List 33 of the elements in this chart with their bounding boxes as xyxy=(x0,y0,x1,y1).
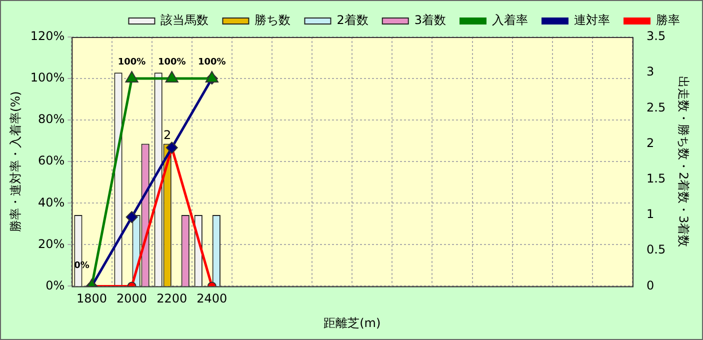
y-tick-label: 40% xyxy=(38,195,65,210)
y2-axis-title: 出走数・勝ち数・2着数・3着数 xyxy=(676,76,691,248)
y2-tick-label: 3.5 xyxy=(646,29,666,44)
x-tick-label: 1800 xyxy=(76,292,108,306)
x-tick-label: 2000 xyxy=(116,292,148,306)
y2-tick-label: 0 xyxy=(646,278,654,292)
x-tick-label: 2200 xyxy=(156,292,188,306)
data-label: 100% xyxy=(118,57,146,68)
legend-label: 勝ち数 xyxy=(254,13,291,28)
x-tick-label: 2400 xyxy=(196,292,228,306)
y-tick-label: 80% xyxy=(38,112,65,126)
data-label: 2 xyxy=(164,128,172,142)
legend-label: 連対率 xyxy=(574,13,610,28)
y2-tick-label: 1.5 xyxy=(646,172,666,186)
data-label: 100% xyxy=(198,57,226,68)
y2-tick-label: 2 xyxy=(646,136,654,150)
y-tick-label: 0% xyxy=(46,278,65,292)
data-label: 100% xyxy=(158,57,186,68)
legend-label: 3着数 xyxy=(414,13,446,28)
x-axis-title: 距離芝(m) xyxy=(324,316,381,330)
y-axis-title: 勝率・連対率・入着率(%) xyxy=(8,91,22,232)
y2-tick-label: 0.5 xyxy=(646,242,666,257)
y2-tick-label: 1 xyxy=(646,207,654,222)
y2-tick-label: 3 xyxy=(646,64,654,79)
y-tick-label: 60% xyxy=(38,154,65,168)
legend-label: 勝率 xyxy=(656,13,680,28)
y-tick-label: 100% xyxy=(30,70,65,85)
y-tick-label: 20% xyxy=(38,236,65,251)
y-tick-label: 120% xyxy=(30,29,65,44)
y2-tick-label: 2.5 xyxy=(646,100,666,114)
legend-label: 2着数 xyxy=(336,13,368,28)
legend-label: 該当馬数 xyxy=(160,13,209,28)
legend-label: 入着率 xyxy=(492,13,528,28)
